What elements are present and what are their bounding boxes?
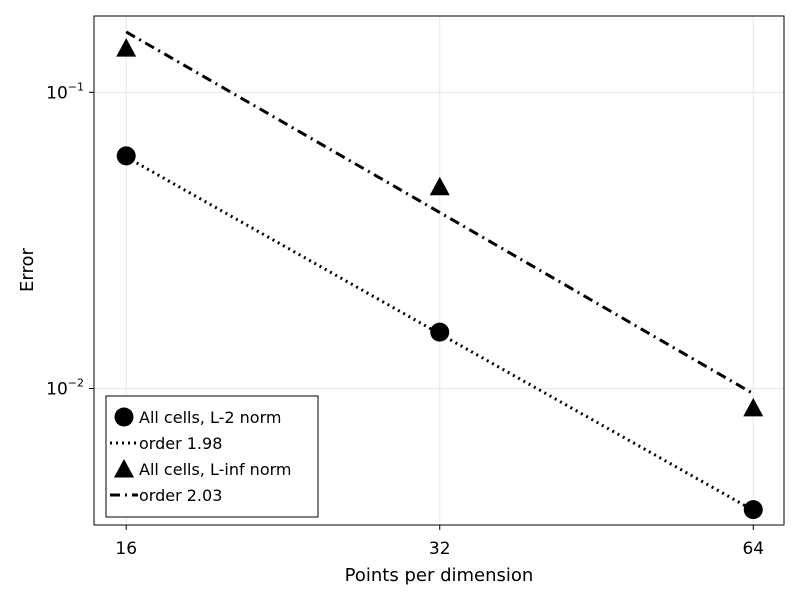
legend-label: All cells, L-2 norm [139, 408, 281, 427]
data-point-triangle [116, 38, 137, 57]
data-point-circle [116, 146, 136, 166]
axis-ticks: 16 32 64 10−1 10−2 [46, 80, 764, 559]
data-point-triangle [429, 176, 450, 196]
data-point-circle [743, 500, 763, 520]
data-point-circle [430, 322, 450, 342]
y-tick-label: 10−2 [46, 376, 84, 399]
data-point-triangle [743, 397, 764, 417]
x-tick-label: 64 [742, 539, 764, 559]
series-line [125, 30, 755, 395]
y-tick-label: 10−1 [46, 80, 84, 103]
legend-label: order 1.98 [139, 434, 222, 453]
legend-circle-marker [114, 407, 134, 427]
plot-series [116, 30, 764, 520]
legend: All cells, L-2 norm order 1.98 All cells, … [105, 395, 319, 518]
legend-triangle-marker [114, 459, 134, 478]
x-axis-label: Points per dimension [345, 565, 534, 586]
x-tick-label: 16 [115, 539, 137, 559]
legend-label: order 2.03 [139, 486, 222, 505]
x-tick-label: 32 [429, 539, 451, 559]
legend-label: All cells, L-inf norm [139, 460, 291, 479]
plot-frame [93, 15, 785, 526]
y-axis-label: Error [17, 247, 38, 291]
legend-box [105, 395, 319, 518]
